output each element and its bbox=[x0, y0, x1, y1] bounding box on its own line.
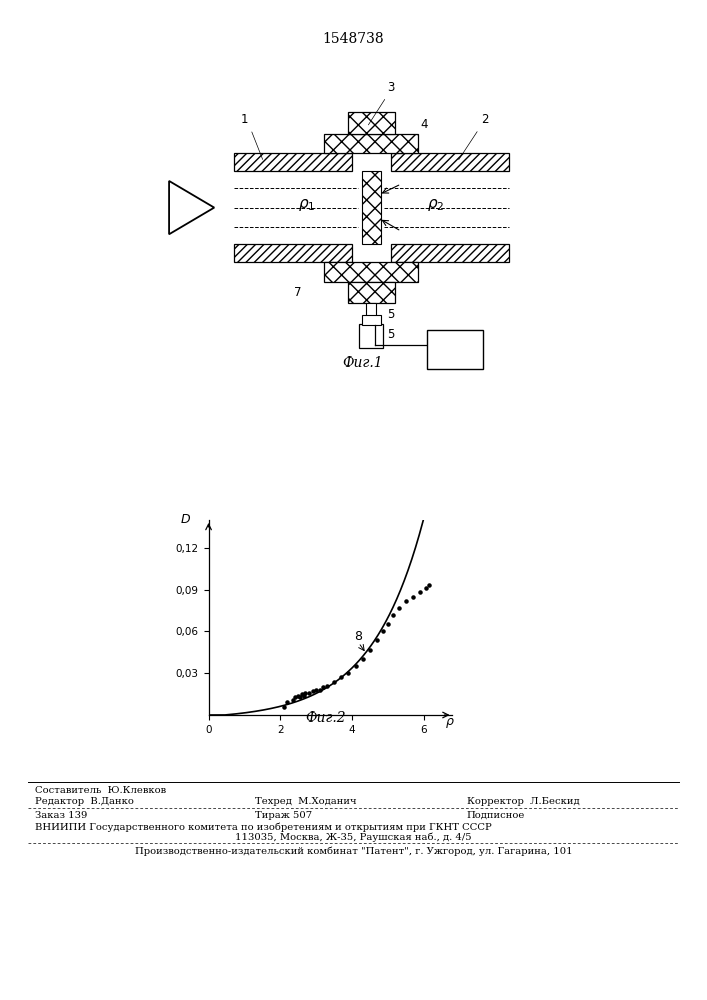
Text: $\rho_2$: $\rho_2$ bbox=[427, 197, 445, 213]
Point bbox=[294, 689, 305, 705]
Bar bbox=[359, 324, 383, 348]
Point bbox=[329, 674, 340, 690]
Point bbox=[423, 577, 435, 593]
Text: Фиг.1: Фиг.1 bbox=[342, 356, 383, 370]
Bar bbox=[427, 330, 483, 369]
Point bbox=[357, 651, 368, 667]
Bar bbox=[324, 262, 419, 282]
Bar bbox=[366, 303, 376, 316]
Point bbox=[364, 642, 375, 658]
Text: 6: 6 bbox=[451, 343, 459, 356]
Point bbox=[420, 580, 431, 596]
Text: ВНИИПИ Государственного комитета по изобретениям и открытиям при ГКНТ СССР: ВНИИПИ Государственного комитета по изоб… bbox=[35, 822, 492, 832]
Bar bbox=[348, 282, 395, 303]
Point bbox=[400, 593, 411, 609]
Point bbox=[350, 658, 361, 674]
Text: 5: 5 bbox=[387, 328, 395, 341]
Point bbox=[393, 600, 404, 616]
Bar bbox=[324, 134, 419, 153]
Point bbox=[303, 685, 315, 701]
Point bbox=[407, 589, 419, 605]
Text: Редактор  В.Данко: Редактор В.Данко bbox=[35, 797, 134, 806]
Point bbox=[279, 699, 290, 715]
Text: Заказ 139: Заказ 139 bbox=[35, 811, 88, 820]
Text: 113035, Москва, Ж-35, Раушская наб., д. 4/5: 113035, Москва, Ж-35, Раушская наб., д. … bbox=[235, 833, 472, 842]
Text: 4: 4 bbox=[421, 118, 428, 131]
Text: 3: 3 bbox=[387, 81, 395, 94]
Point bbox=[298, 688, 309, 704]
Text: Фиг.2: Фиг.2 bbox=[305, 711, 346, 725]
Point bbox=[414, 584, 426, 600]
Point bbox=[317, 679, 329, 695]
Point bbox=[371, 632, 382, 648]
Point bbox=[382, 616, 394, 632]
Point bbox=[387, 607, 399, 623]
Point bbox=[289, 689, 300, 705]
Text: 1: 1 bbox=[240, 113, 248, 126]
Point bbox=[310, 682, 322, 698]
Text: Корректор  Л.Бескид: Корректор Л.Бескид bbox=[467, 797, 579, 806]
Bar bbox=[390, 153, 509, 171]
Point bbox=[287, 692, 298, 708]
Text: 1548738: 1548738 bbox=[322, 32, 385, 46]
Bar bbox=[348, 112, 395, 134]
Point bbox=[336, 669, 347, 685]
Bar bbox=[233, 244, 352, 262]
Text: 8: 8 bbox=[354, 630, 362, 643]
Bar bbox=[361, 171, 381, 244]
Point bbox=[296, 686, 308, 702]
Text: Производственно-издательский комбинат "Патент", г. Ужгород, ул. Гагарина, 101: Производственно-издательский комбинат "П… bbox=[135, 846, 572, 856]
Text: $\bar{\rho}$: $\bar{\rho}$ bbox=[445, 715, 455, 731]
Text: D: D bbox=[180, 513, 190, 526]
Point bbox=[377, 623, 388, 639]
Text: $\rho_1$: $\rho_1$ bbox=[298, 197, 315, 213]
Point bbox=[300, 685, 311, 701]
Point bbox=[293, 688, 304, 704]
Point bbox=[343, 665, 354, 681]
Text: Техред  М.Ходанич: Техред М.Ходанич bbox=[255, 797, 356, 806]
Point bbox=[282, 694, 293, 710]
Point bbox=[314, 682, 325, 698]
Text: Составитель  Ю.Клевков: Составитель Ю.Клевков bbox=[35, 786, 166, 795]
Point bbox=[321, 678, 332, 694]
Text: Тираж 507: Тираж 507 bbox=[255, 811, 312, 820]
Text: 7: 7 bbox=[294, 286, 302, 299]
Point bbox=[307, 683, 318, 699]
Bar bbox=[233, 153, 352, 171]
Bar bbox=[362, 315, 380, 325]
Text: 2: 2 bbox=[481, 113, 489, 126]
Bar bbox=[390, 244, 509, 262]
Text: Подписное: Подписное bbox=[467, 811, 525, 820]
Text: 5: 5 bbox=[387, 308, 395, 321]
Text: 7: 7 bbox=[366, 196, 372, 206]
